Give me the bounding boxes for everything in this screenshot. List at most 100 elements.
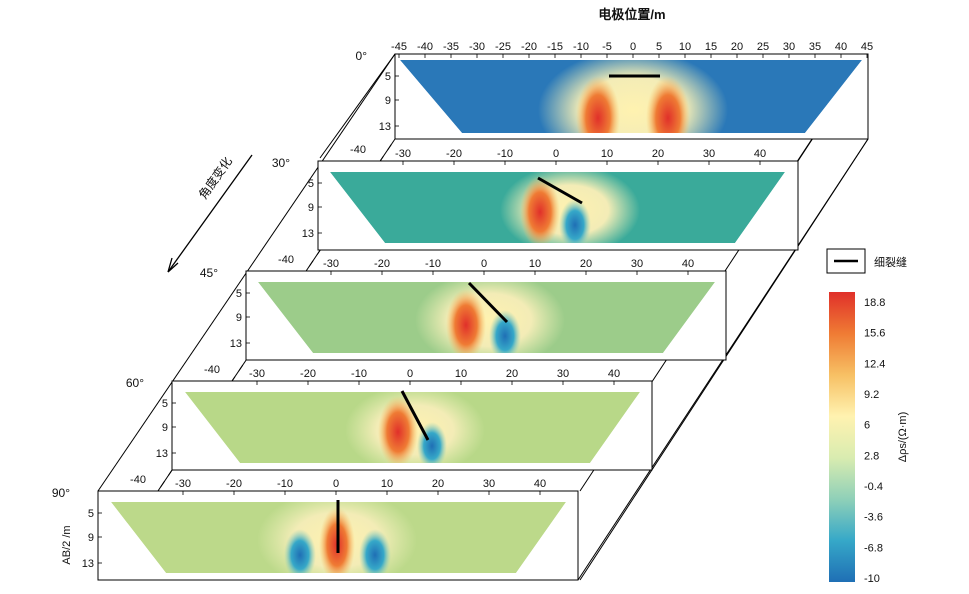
x-tick-label: -40 <box>130 474 146 486</box>
x-tick-label: 0 <box>407 368 413 380</box>
colorbar-tick-label: 12.4 <box>864 358 885 370</box>
x-tick-label: -10 <box>573 41 589 53</box>
colorbar-tick-label: -6.8 <box>864 542 883 554</box>
angle-change-arrow: 角度变化 <box>167 154 253 273</box>
angle-label: 0° <box>356 49 368 63</box>
x-tick-label: 15 <box>705 41 717 53</box>
x-tick-label: -5 <box>602 41 612 53</box>
x-tick-label: -10 <box>497 148 513 160</box>
x-tick-label: 10 <box>455 368 467 380</box>
x-tick-label: 5 <box>656 41 662 53</box>
depth-tick-label: 13 <box>82 558 94 570</box>
depth-tick-label: 9 <box>162 422 168 434</box>
x-tick-label: 0 <box>333 478 339 490</box>
x-tick-label: -30 <box>469 41 485 53</box>
x-tick-label: -20 <box>374 258 390 270</box>
x-tick-label: 10 <box>679 41 691 53</box>
x-tick-label: -30 <box>175 478 191 490</box>
x-tick-label: 20 <box>652 148 664 160</box>
positive-anomaly <box>520 176 560 243</box>
colorbar-tick-label: -0.4 <box>864 481 883 493</box>
x-tick-label: -10 <box>425 258 441 270</box>
x-tick-label: 0 <box>481 258 487 270</box>
x-tick-label: 20 <box>432 478 444 490</box>
depth-tick-label: 9 <box>308 202 314 214</box>
x-tick-label: -20 <box>300 368 316 380</box>
depth-tick-label: 13 <box>379 121 391 133</box>
depth-tick-label: 9 <box>236 312 242 324</box>
angle-change-label: 角度变化 <box>195 154 235 202</box>
panel-45deg: -30 -20 -10 0 10 20 30 40 -40 5 9 13 45° <box>200 254 727 361</box>
depth-tick-label: 5 <box>385 71 391 83</box>
depth-tick-label: 9 <box>385 95 391 107</box>
x-tick-label: -35 <box>443 41 459 53</box>
positive-anomaly <box>378 396 418 463</box>
colorbar-tick-label: 6 <box>864 420 870 432</box>
panel-30deg: -30 -20 -10 0 10 20 30 40 -40 5 9 13 30° <box>272 144 799 251</box>
anomaly-halo <box>538 60 728 133</box>
x-tick-label: 10 <box>529 258 541 270</box>
resistivity-section <box>400 60 862 133</box>
x-tick-label: -20 <box>521 41 537 53</box>
x-tick-label: 0 <box>553 148 559 160</box>
x-tick-label: 0 <box>630 41 636 53</box>
legend-label: 细裂缝 <box>874 255 907 269</box>
x-tick-label: -10 <box>351 368 367 380</box>
colorbar-tick-label: -3.6 <box>864 512 883 524</box>
x-tick-label: 30 <box>631 258 643 270</box>
negative-anomaly <box>359 529 391 573</box>
depth-tick-label: 5 <box>88 508 94 520</box>
positive-anomaly <box>446 289 486 353</box>
angle-label: 30° <box>272 156 290 170</box>
x-tick-label: 20 <box>731 41 743 53</box>
angle-label: 90° <box>52 486 70 500</box>
y-axis-label: AB/2 /m <box>61 525 73 564</box>
crack-line <box>467 281 509 324</box>
x-tick-label: 40 <box>682 258 694 270</box>
x-tick-label: 40 <box>835 41 847 53</box>
x-tick-label: -15 <box>547 41 563 53</box>
colorbar-gradient <box>829 292 855 582</box>
x-tick-label: 20 <box>506 368 518 380</box>
x-tick-label: 30 <box>483 478 495 490</box>
x-tick-label: -10 <box>277 478 293 490</box>
colorbar-label: Δρs/(Ω·m) <box>897 412 909 463</box>
colorbar-tick-label: 9.2 <box>864 389 879 401</box>
x-tick-label: -40 <box>350 144 366 156</box>
colorbar: 18.8 15.6 12.4 9.2 6 2.8 -0.4 -3.6 -6.8 -10 Δρs/(… <box>829 292 909 585</box>
x-tick-label: 10 <box>381 478 393 490</box>
negative-anomaly <box>559 199 591 243</box>
resistivity-section <box>330 172 785 243</box>
resistivity-section <box>185 392 640 463</box>
panel-90deg: -30 -20 -10 0 10 20 30 40 -40 5 9 13 90° <box>52 474 579 581</box>
x-tick-label: 40 <box>534 478 546 490</box>
positive-anomaly <box>576 76 620 133</box>
x-tick-label: 45 <box>861 41 873 53</box>
x-tick-label: 30 <box>783 41 795 53</box>
negative-anomaly <box>489 310 521 353</box>
angle-label: 60° <box>126 376 144 390</box>
x-tick-label: 40 <box>754 148 766 160</box>
panel-60deg: -30 -20 -10 0 10 20 30 40 -40 5 9 13 60° <box>126 364 653 471</box>
legend: 细裂缝 <box>826 248 907 274</box>
angle-label: 45° <box>200 266 218 280</box>
crack-line <box>537 176 583 205</box>
x-tick-label: -40 <box>204 364 220 376</box>
depth-tick-label: 5 <box>308 178 314 190</box>
x-tick-label: 30 <box>557 368 569 380</box>
x-tick-label: 10 <box>601 148 613 160</box>
depth-tick-label: 5 <box>236 288 242 300</box>
negative-anomaly <box>284 529 316 573</box>
colorbar-tick-label: 18.8 <box>864 297 885 309</box>
depth-tick-label: 13 <box>230 338 242 350</box>
x-tick-label: 25 <box>757 41 769 53</box>
x-tick-label: -30 <box>323 258 339 270</box>
x-tick-label: 20 <box>580 258 592 270</box>
colorbar-tick-label: 15.6 <box>864 328 885 340</box>
x-tick-label: -40 <box>417 41 433 53</box>
depth-tick-label: 13 <box>302 228 314 240</box>
resistivity-section <box>258 282 715 353</box>
top-axis-title: 电极位置/m <box>598 7 665 22</box>
x-tick-label: -40 <box>278 254 294 266</box>
